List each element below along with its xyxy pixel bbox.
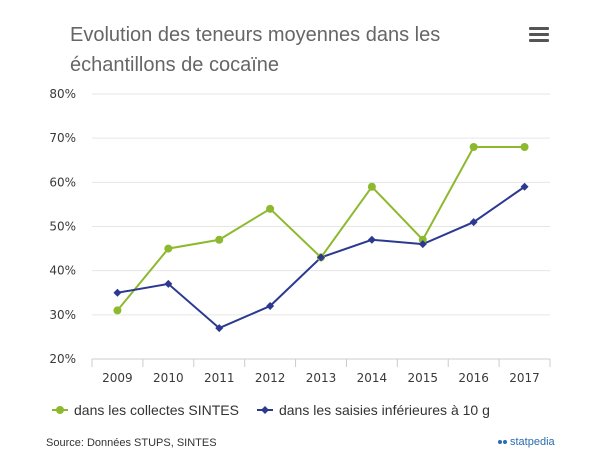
x-tick-label: 2016 <box>458 371 489 385</box>
series-1-point <box>164 244 173 253</box>
series-2-point <box>266 302 275 310</box>
series-2-point <box>215 324 224 333</box>
series-lines <box>116 146 526 330</box>
series-1-point <box>520 143 529 151</box>
legend: dans les collectes SINTES dans les saisi… <box>52 402 508 418</box>
x-tick-label: 2013 <box>306 371 337 385</box>
series-2-point <box>520 182 529 191</box>
x-tick-label: 2009 <box>102 371 133 385</box>
y-tick-label: 60% <box>49 175 76 189</box>
x-tick-label: 2014 <box>357 371 388 385</box>
statpedia-dots-icon <box>498 440 508 444</box>
series-1-point <box>418 235 427 244</box>
series-1-line <box>116 146 525 312</box>
series-1-point <box>367 182 376 191</box>
legend-series-1-marker-icon <box>52 406 68 414</box>
x-tick-label: 2010 <box>153 371 184 385</box>
chart-title: Evolution des teneurs moyennes dans les … <box>70 24 441 76</box>
x-tick-label: 2012 <box>255 371 286 385</box>
y-axis-ticks: 20% 30% 40% 50% 60% 70% 80% <box>49 87 76 366</box>
legend-item-series-1[interactable]: dans les collectes SINTES <box>52 402 239 418</box>
series-2-point <box>113 288 122 297</box>
statpedia-label: statpedia <box>510 436 555 448</box>
y-tick-label: 70% <box>49 131 76 145</box>
legend-item-series-2[interactable]: dans les saisies inférieures à 10 g <box>256 402 490 418</box>
y-tick-label: 30% <box>49 308 76 322</box>
source-note: Source: Données STUPS, SINTES <box>46 437 217 449</box>
y-tick-label: 80% <box>49 87 76 101</box>
x-tick-label: 2017 <box>509 371 540 385</box>
series-2-point <box>418 240 427 249</box>
series-2-point <box>469 218 478 227</box>
grid-lines <box>92 93 550 360</box>
series-2-point <box>367 235 376 244</box>
x-tick-label: 2011 <box>204 371 235 385</box>
y-tick-label: 40% <box>49 264 76 278</box>
x-tick-label: 2015 <box>408 371 439 385</box>
series-2-point <box>317 253 325 262</box>
line-chart: 20%30%40%50%60%70%80% 2009 2010 2011 2012 20… <box>49 87 551 385</box>
legend-series-2-label: dans les saisies inférieures à 10 g <box>278 402 490 418</box>
hamburger-menu-icon[interactable] <box>529 27 549 43</box>
y-tick-label: 20% <box>49 352 76 366</box>
series-1-point <box>266 204 275 213</box>
series-2-point <box>164 279 173 288</box>
legend-series-2-marker-icon <box>256 406 273 414</box>
legend-series-1-label: dans les collectes SINTES <box>74 402 239 418</box>
statpedia-logo[interactable]: statpedia <box>498 436 555 448</box>
series-1-point <box>469 143 478 151</box>
y-tick-label: 50% <box>49 220 76 234</box>
series-1-point <box>215 235 224 244</box>
x-axis-ticks: 2009 2010 2011 2012 2013 2014 2015 2016 2017 <box>91 358 551 385</box>
series-1-point <box>113 306 122 315</box>
series-points <box>113 143 529 333</box>
